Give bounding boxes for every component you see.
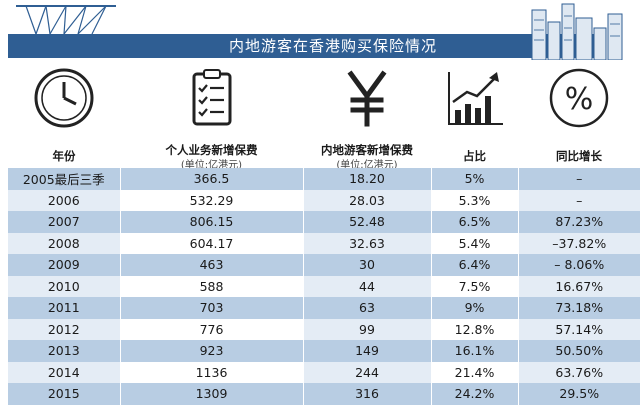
personal-premium-cell: 604.17 — [120, 232, 304, 254]
visitor-premium-cell: 52.48 — [303, 211, 432, 233]
chart-title: 内地游客在香港购买保险情况 — [228, 37, 437, 55]
share-cell: 6.4% — [431, 254, 519, 276]
banner: 内地游客在香港购买保险情况 — [8, 0, 640, 60]
year-cell: 2010 — [8, 275, 121, 297]
visitor-premium-cell: 44 — [303, 275, 432, 297]
yoy-growth-cell: – 8.06% — [518, 254, 640, 276]
visitor-premium-cell: 28.03 — [303, 189, 432, 211]
header-share: 占比 — [431, 60, 518, 168]
visitor-premium-cell: 149 — [303, 340, 432, 362]
share-cell: 5.4% — [431, 232, 519, 254]
share-cell: 12.8% — [431, 318, 519, 340]
svg-text:%: % — [565, 82, 594, 117]
skyline-decoration — [531, 3, 623, 60]
clock-icon — [34, 68, 94, 128]
table-row: 2008 604.17 32.63 5.4% –37.82% — [8, 232, 640, 254]
table-row: 2005最后三季 366.5 18.20 5% – — [8, 168, 640, 190]
year-cell: 2012 — [8, 318, 121, 340]
personal-premium-cell: 806.15 — [120, 211, 304, 233]
year-cell: 2005最后三季 — [8, 168, 121, 190]
year-cell: 2006 — [8, 189, 121, 211]
personal-premium-cell: 463 — [120, 254, 304, 276]
personal-premium-cell: 588 — [120, 275, 304, 297]
yoy-growth-cell: 57.14% — [518, 318, 640, 340]
personal-premium-cell: 776 — [120, 318, 304, 340]
table-row: 2006 532.29 28.03 5.3% – — [8, 189, 640, 211]
yoy-growth-cell: 29.5% — [518, 383, 640, 405]
header-label: 同比增长 — [556, 149, 602, 163]
share-cell: 6.5% — [431, 211, 519, 233]
table-row: 2010 588 44 7.5% 16.67% — [8, 275, 640, 297]
header-year: 年份 — [8, 60, 120, 168]
year-cell: 2008 — [8, 232, 121, 254]
title-bar — [8, 34, 598, 58]
yoy-growth-cell: – — [518, 189, 640, 211]
yoy-growth-cell: 50.50% — [518, 340, 640, 362]
visitor-premium-cell: 18.20 — [303, 168, 432, 190]
year-cell: 2011 — [8, 297, 121, 319]
share-cell: 16.1% — [431, 340, 519, 362]
visitor-premium-cell: 30 — [303, 254, 432, 276]
share-cell: 5.3% — [431, 189, 519, 211]
header-personal-premium: 个人业务新增保费 (单位:亿港元) — [120, 60, 303, 171]
header-unit: (单位:亿港元) — [336, 160, 398, 171]
header-unit: (单位:亿港元) — [180, 160, 243, 171]
share-cell: 21.4% — [431, 361, 519, 383]
share-cell: 5% — [431, 168, 519, 190]
personal-premium-cell: 923 — [120, 340, 304, 362]
yoy-growth-cell: 63.76% — [518, 361, 640, 383]
percent-icon: % — [549, 68, 609, 128]
header-yoy-growth: % 同比增长 — [518, 60, 640, 168]
year-cell: 2007 — [8, 211, 121, 233]
visitor-premium-cell: 63 — [303, 297, 432, 319]
header-visitor-premium: 内地游客新增保费 (单位:亿港元) — [303, 60, 431, 171]
personal-premium-cell: 703 — [120, 297, 304, 319]
yoy-growth-cell: –37.82% — [518, 232, 640, 254]
share-cell: 7.5% — [431, 275, 519, 297]
table-row: 2015 1309 316 24.2% 29.5% — [8, 383, 640, 405]
year-cell: 2015 — [8, 383, 121, 405]
clipboard-checklist-icon — [192, 69, 231, 126]
table-row: 2014 1136 244 21.4% 63.76% — [8, 361, 640, 383]
table-row: 2007 806.15 52.48 6.5% 87.23% — [8, 211, 640, 233]
year-cell: 2014 — [8, 361, 121, 383]
personal-premium-cell: 366.5 — [120, 168, 304, 190]
yoy-growth-cell: 73.18% — [518, 297, 640, 319]
header-label: 内地游客新增保费 — [321, 143, 413, 157]
personal-premium-cell: 532.29 — [120, 189, 304, 211]
header-label: 个人业务新增保费 — [165, 143, 258, 157]
yuan-symbol-icon — [347, 70, 387, 127]
table-row: 2011 703 63 9% 73.18% — [8, 297, 640, 319]
data-table: 2005最后三季 366.5 18.20 5% –2006 532.29 28.03 5.3%… — [8, 168, 640, 405]
lamp-string-decoration — [16, 5, 116, 35]
personal-premium-cell: 1309 — [120, 383, 304, 405]
table-row: 2012 776 99 12.8% 57.14% — [8, 318, 640, 340]
visitor-premium-cell: 244 — [303, 361, 432, 383]
visitor-premium-cell: 316 — [303, 383, 432, 405]
yoy-growth-cell: – — [518, 168, 640, 190]
visitor-premium-cell: 99 — [303, 318, 432, 340]
share-cell: 9% — [431, 297, 519, 319]
table-row: 2013 923 149 16.1% 50.50% — [8, 340, 640, 362]
yoy-growth-cell: 16.67% — [518, 275, 640, 297]
personal-premium-cell: 1136 — [120, 361, 304, 383]
table-row: 2009 463 30 6.4% – 8.06% — [8, 254, 640, 276]
visitor-premium-cell: 32.63 — [303, 232, 432, 254]
year-cell: 2009 — [8, 254, 121, 276]
growth-chart-icon — [447, 72, 503, 125]
year-cell: 2013 — [8, 340, 121, 362]
table-header: 年份 个人业务新增保费 (单位:亿港元) 内地游客新增保费 (单位:亿港元) — [0, 60, 640, 171]
share-cell: 24.2% — [431, 383, 519, 405]
yoy-growth-cell: 87.23% — [518, 211, 640, 233]
header-label: 年份 — [52, 149, 76, 163]
header-label: 占比 — [463, 149, 486, 163]
